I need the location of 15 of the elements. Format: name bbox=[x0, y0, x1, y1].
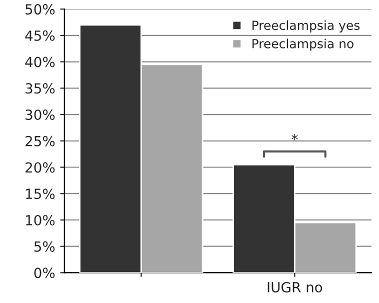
y-tick-label: 50% bbox=[26, 4, 55, 15]
y-tick-label: 40% bbox=[25, 56, 55, 68]
y-tick-label: 45% bbox=[25, 30, 55, 41]
x-tick-label: IUGR no bbox=[268, 282, 322, 292]
y-tick-label: 25% bbox=[26, 136, 55, 146]
y-tick-label: 10% bbox=[26, 214, 55, 226]
y-tick-label: 30% bbox=[26, 110, 55, 120]
y-tick-label: 20% bbox=[26, 162, 55, 173]
y-tick-label: 5% bbox=[34, 241, 55, 252]
legend-label: Preeclampsia no bbox=[252, 38, 354, 51]
y-tick-label: 0% bbox=[34, 268, 55, 278]
annotation: * bbox=[292, 134, 298, 140]
legend-label: Preeclampsia yes bbox=[252, 20, 360, 32]
y-tick-label: 35% bbox=[26, 83, 55, 94]
y-tick-label: 15% bbox=[26, 188, 55, 200]
